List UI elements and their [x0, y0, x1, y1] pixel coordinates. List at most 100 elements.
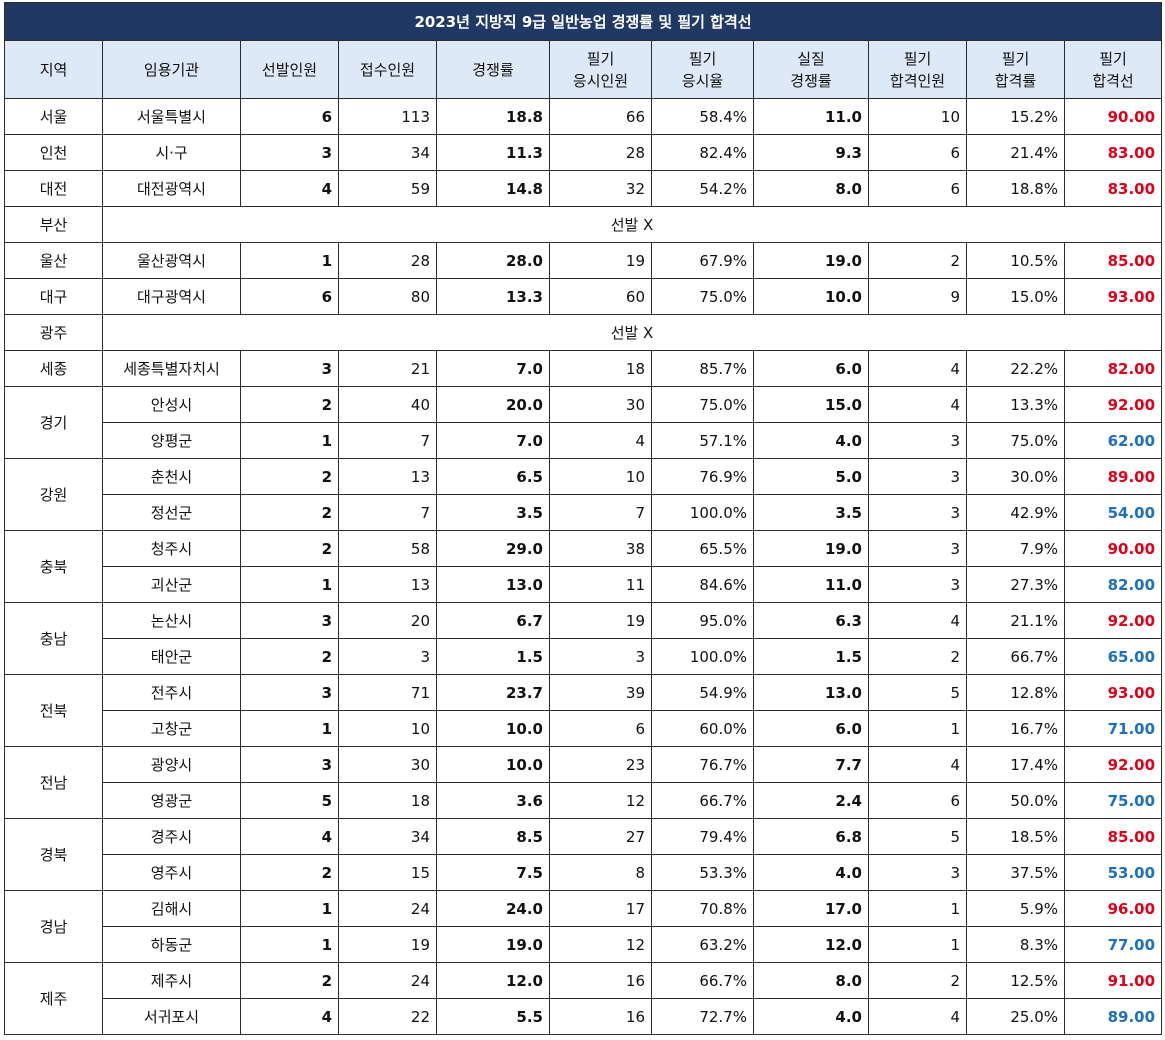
region-cell: 서울	[4, 98, 103, 135]
exam-rate-cell: 82.4%	[651, 134, 754, 171]
real-ratio-cell: 10.0	[753, 278, 869, 315]
region-cell: 경북	[4, 818, 103, 891]
exam-rate-cell: 70.8%	[651, 890, 754, 927]
selected-count-cell: 1	[240, 422, 339, 459]
region-cell: 경남	[4, 890, 103, 963]
exam-rate-cell: 75.0%	[651, 386, 754, 423]
cutoff-cell: 75.00	[1063, 782, 1163, 819]
real-ratio-cell: 2.4	[753, 782, 869, 819]
pass-count-cell: 3	[868, 422, 967, 459]
org-cell: 정선군	[102, 494, 241, 531]
pass-count-cell: 6	[868, 782, 967, 819]
table-row: 경북 경주시 4 34 8.5 27 79.4% 6.8 5 18.5% 85.00	[4, 818, 1163, 891]
pass-rate-cell: 12.8%	[966, 674, 1065, 711]
real-ratio-cell: 8.0	[753, 170, 869, 207]
exam-rate-cell: 79.4%	[651, 818, 754, 855]
competition-ratio-cell: 20.0	[436, 386, 550, 423]
column-header: 실질 경쟁률	[753, 40, 869, 99]
competition-ratio-cell: 18.8	[436, 98, 550, 135]
exam-rate-cell: 60.0%	[651, 710, 754, 747]
competition-ratio-cell: 19.0	[436, 926, 550, 963]
real-ratio-cell: 4.0	[753, 854, 869, 891]
pass-count-cell: 3	[868, 458, 967, 495]
cutoff-cell: 77.00	[1063, 926, 1163, 963]
exam-rate-cell: 63.2%	[651, 926, 754, 963]
pass-rate-cell: 21.1%	[966, 602, 1065, 639]
table-row: 서귀포시 4 22 5.5 16 72.7% 4.0 4 25.0% 89.00	[5, 998, 1163, 1035]
pass-rate-cell: 17.4%	[966, 746, 1065, 783]
exam-rate-cell: 66.7%	[651, 782, 754, 819]
table-row: 영광군 5 18 3.6 12 66.7% 2.4 6 50.0% 75.00	[5, 782, 1163, 819]
exam-rate-cell: 54.9%	[651, 674, 754, 711]
applicant-count-cell: 3	[338, 638, 437, 675]
cutoff-cell: 92.00	[1063, 746, 1163, 783]
applicant-count-cell: 59	[338, 170, 437, 207]
competition-ratio-cell: 7.0	[436, 350, 550, 387]
applicant-count-cell: 20	[338, 602, 437, 639]
pass-count-cell: 4	[868, 350, 967, 387]
competition-ratio-cell: 10.0	[436, 746, 550, 783]
table-row: 영주시 2 15 7.5 8 53.3% 4.0 3 37.5% 53.00	[5, 854, 1163, 891]
selected-count-cell: 3	[240, 674, 339, 711]
exam-rate-cell: 76.9%	[651, 458, 754, 495]
pass-rate-cell: 27.3%	[966, 566, 1065, 603]
region-cell: 전북	[4, 674, 103, 747]
title-row: 2023년 지방직 9급 일반농업 경쟁률 및 필기 합격선	[3, 2, 1163, 41]
cutoff-cell: 89.00	[1063, 458, 1163, 495]
applicant-count-cell: 28	[338, 242, 437, 279]
exam-takers-cell: 39	[549, 674, 652, 711]
cutoff-cell: 91.00	[1063, 962, 1163, 999]
pass-count-cell: 1	[868, 926, 967, 963]
exam-rate-cell: 95.0%	[651, 602, 754, 639]
exam-takers-cell: 28	[549, 134, 652, 171]
pass-rate-cell: 12.5%	[966, 962, 1065, 999]
pass-count-cell: 5	[868, 674, 967, 711]
region-cell: 대전	[4, 170, 103, 207]
column-header: 접수인원	[338, 40, 437, 99]
exam-rate-cell: 75.0%	[651, 278, 754, 315]
column-header-line: 경쟁률	[472, 60, 514, 79]
pass-rate-cell: 8.3%	[966, 926, 1065, 963]
applicant-count-cell: 7	[338, 494, 437, 531]
exam-rate-cell: 54.2%	[651, 170, 754, 207]
org-cell: 시·구	[102, 134, 241, 171]
exam-rate-cell: 72.7%	[651, 998, 754, 1035]
exam-takers-cell: 17	[549, 890, 652, 927]
exam-takers-cell: 18	[549, 350, 652, 387]
exam-takers-cell: 12	[549, 782, 652, 819]
pass-rate-cell: 18.5%	[966, 818, 1065, 855]
table-row: 부산 선발 X	[4, 206, 1163, 243]
cutoff-cell: 85.00	[1063, 818, 1163, 855]
cutoff-cell: 90.00	[1063, 530, 1163, 567]
competition-ratio-cell: 10.0	[436, 710, 550, 747]
pass-count-cell: 4	[868, 602, 967, 639]
column-header: 임용기관	[102, 40, 241, 99]
competition-ratio-cell: 7.5	[436, 854, 550, 891]
column-header-line: 접수인원	[359, 60, 416, 79]
real-ratio-cell: 19.0	[753, 530, 869, 567]
cutoff-cell: 96.00	[1063, 890, 1163, 927]
table-row: 경기 안성시 2 40 20.0 30 75.0% 15.0 4 13.3% 92.00	[4, 386, 1163, 459]
org-cell: 대전광역시	[102, 170, 241, 207]
column-header-line: 합격선	[1092, 71, 1134, 90]
cutoff-cell: 54.00	[1063, 494, 1163, 531]
pass-count-cell: 3	[868, 566, 967, 603]
exam-rate-cell: 100.0%	[651, 494, 754, 531]
applicant-count-cell: 13	[338, 566, 437, 603]
exam-takers-cell: 27	[549, 818, 652, 855]
table-row: 울산 울산광역시 1 28 28.0 19 67.9% 19.0 2 10.5% 85.00	[4, 242, 1163, 279]
org-cell: 세종특별자치시	[102, 350, 241, 387]
table-row: 괴산군 1 13 13.0 11 84.6% 11.0 3 27.3% 82.00	[5, 566, 1163, 603]
org-cell: 광양시	[102, 746, 241, 783]
cutoff-cell: 53.00	[1063, 854, 1163, 891]
selected-count-cell: 2	[240, 854, 339, 891]
exam-rate-cell: 65.5%	[651, 530, 754, 567]
column-header-line: 실질	[797, 49, 825, 68]
applicant-count-cell: 71	[338, 674, 437, 711]
table-row: 대구 대구광역시 6 80 13.3 60 75.0% 10.0 9 15.0% 93.00	[4, 278, 1163, 315]
competition-ratio-cell: 7.0	[436, 422, 550, 459]
exam-rate-cell: 67.9%	[651, 242, 754, 279]
column-header-line: 필기	[688, 49, 717, 68]
cutoff-cell: 82.00	[1063, 350, 1163, 387]
pass-rate-cell: 15.0%	[966, 278, 1065, 315]
